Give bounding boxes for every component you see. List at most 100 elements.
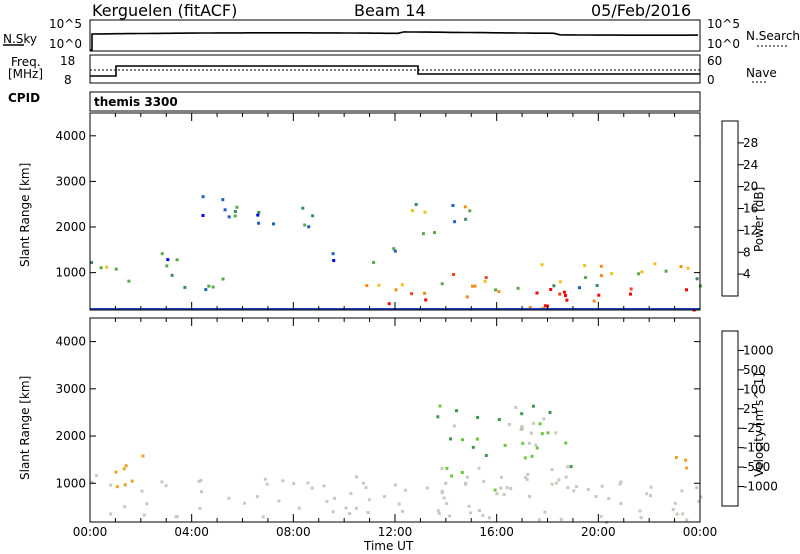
power-cell — [528, 306, 532, 309]
nave-tick-high: 60 — [707, 54, 723, 68]
velocity-cell — [227, 496, 231, 500]
velocity-cell — [524, 476, 528, 480]
velocity-cell — [649, 485, 653, 489]
velocity-cell — [141, 454, 145, 458]
velocity-cell — [383, 495, 386, 499]
power-cell — [377, 283, 381, 287]
power-cell — [540, 263, 544, 267]
velocity-cell — [525, 478, 529, 481]
x-tick-label: 00:00 — [683, 525, 718, 539]
power-cell — [565, 298, 569, 302]
velocity-colorbar-tick-label: -25 — [743, 421, 763, 435]
power-ytick-label: 4000 — [55, 129, 86, 143]
nsearch-tick-low: 10^0 — [707, 37, 740, 51]
velocity-ytick-label: 3000 — [55, 382, 86, 396]
power-cell — [637, 272, 641, 276]
velocity-cell — [540, 432, 544, 436]
power-cell — [640, 270, 644, 274]
velocity-cell — [437, 511, 441, 515]
velocity-cell — [199, 478, 203, 482]
velocity-cell — [265, 482, 269, 486]
x-tick-label: 00:00 — [73, 525, 108, 539]
power-cell — [552, 284, 556, 288]
power-cell — [256, 213, 260, 217]
power-cell — [201, 214, 205, 217]
power-cell — [90, 261, 93, 265]
velocity-cell — [685, 518, 689, 522]
power-cell — [235, 205, 239, 209]
velocity-cell — [586, 488, 590, 491]
velocity-cell — [530, 454, 534, 458]
velocity-cell — [464, 481, 467, 485]
velocity-cell — [671, 508, 675, 512]
velocity-cell — [281, 479, 285, 483]
velocity-cell — [197, 479, 201, 483]
velocity-cell — [505, 486, 509, 490]
cpid-label: CPID — [8, 91, 41, 105]
velocity-cell — [521, 441, 525, 445]
power-cell — [257, 221, 261, 225]
nsky-label: N.Sky — [3, 32, 38, 46]
velocity-cell — [538, 518, 541, 522]
velocity-cell — [481, 514, 485, 518]
velocity-cell — [685, 466, 689, 470]
velocity-cell — [349, 492, 353, 495]
velocity-cell — [529, 431, 533, 435]
velocity-cell — [322, 484, 326, 488]
power-cell — [464, 217, 468, 221]
power-cell — [307, 225, 311, 229]
power-colorbar-tick-label: 20 — [743, 180, 758, 194]
velocity-cell — [618, 482, 622, 486]
velocity-cell — [442, 496, 446, 500]
freq-tick-high: 18 — [60, 54, 76, 68]
power-cell — [584, 276, 587, 280]
velocity-cell — [697, 499, 701, 503]
power-cell — [105, 265, 109, 269]
power-cell — [465, 295, 469, 299]
power-cell — [424, 298, 428, 302]
velocity-cell — [674, 456, 678, 459]
velocity-cell — [160, 480, 164, 484]
freq-panel-frame — [89, 54, 701, 84]
power-cell — [629, 287, 633, 291]
velocity-cell — [574, 485, 578, 489]
power-colorbar-tick-label: 8 — [743, 245, 751, 259]
velocity-cell — [564, 475, 568, 479]
velocity-cell — [645, 492, 649, 496]
velocity-cell — [344, 506, 348, 510]
power-cell — [597, 293, 601, 297]
nsky-tick-low: 10^0 — [49, 37, 82, 51]
power-cell — [473, 284, 477, 288]
station-title: Kerguelen (fitACF) — [92, 1, 238, 20]
power-cell — [303, 223, 307, 227]
freq-label: Freq. — [11, 55, 41, 69]
nave-tick-low: 0 — [707, 73, 715, 87]
power-cell — [451, 204, 455, 207]
velocity-cell — [123, 505, 127, 509]
velocity-cell — [523, 456, 527, 460]
velocity-cell — [425, 486, 429, 490]
velocity-cell — [403, 488, 407, 492]
velocity-cell — [497, 418, 501, 421]
power-cell — [484, 276, 488, 280]
velocity-cell — [440, 489, 444, 493]
power-cell — [516, 286, 520, 290]
velocity-ytick-label: 4000 — [55, 335, 86, 349]
velocity-cell — [487, 516, 491, 520]
velocity-cell — [114, 470, 118, 474]
velocity-cell — [493, 488, 497, 492]
velocity-cell — [355, 506, 358, 510]
velocity-ytick-label: 1000 — [55, 476, 86, 490]
velocity-cell — [469, 511, 473, 515]
velocity-panel-frame — [89, 317, 701, 523]
velocity-cell — [109, 512, 113, 516]
power-cell — [393, 249, 397, 253]
power-cell — [679, 265, 683, 269]
velocity-cell — [554, 431, 558, 435]
velocity-colorbar-tick-label: -1000 — [743, 480, 778, 494]
power-cell — [421, 232, 425, 236]
velocity-cell — [198, 506, 202, 510]
velocity-colorbar-label: Velocity [m s^-1] — [752, 372, 766, 477]
velocity-cell — [348, 512, 352, 516]
x-tick-label: 20:00 — [581, 525, 616, 539]
